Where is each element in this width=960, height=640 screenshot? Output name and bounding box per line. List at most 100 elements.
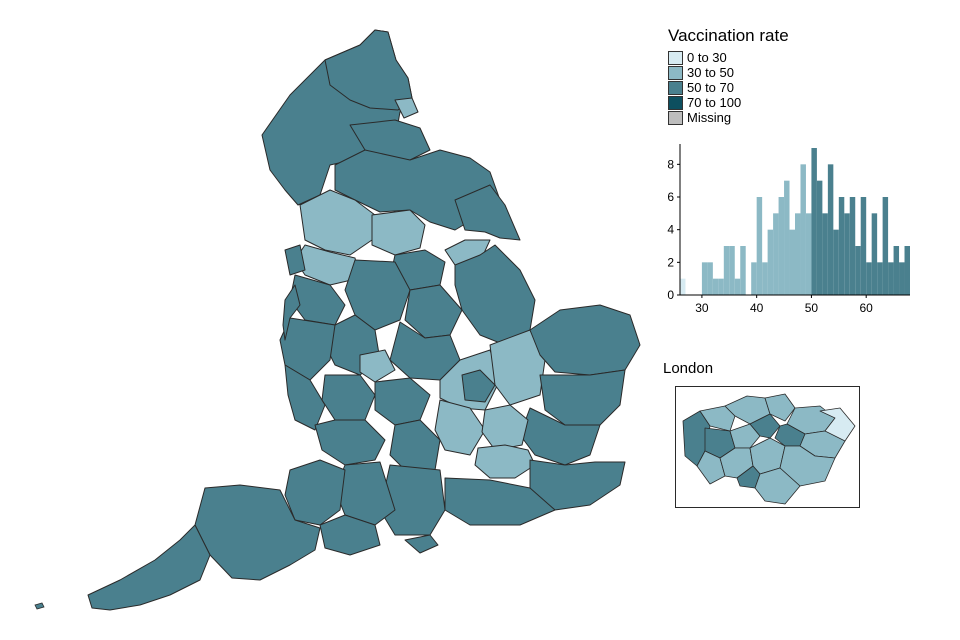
legend-swatch xyxy=(668,95,683,110)
region-buckinghamshire xyxy=(434,399,486,456)
histogram-bar xyxy=(734,278,741,295)
region-lincolnshire xyxy=(454,244,536,346)
london-inset-map xyxy=(675,386,860,508)
region-bedfordshire xyxy=(461,369,496,403)
histogram-bar xyxy=(767,229,774,295)
histogram-bar xyxy=(680,278,686,295)
legend-item: 70 to 100 xyxy=(668,95,789,110)
x-tick-label: 40 xyxy=(750,301,764,315)
histogram-bar xyxy=(816,180,823,295)
histogram-bar xyxy=(888,262,894,295)
histogram-axes: 0 2 4 6 8 30 40 50 60 xyxy=(667,144,910,315)
legend-item: 50 to 70 xyxy=(668,80,789,95)
region-hertfordshire xyxy=(481,404,529,451)
legend-item: 0 to 30 xyxy=(668,50,789,65)
legend-swatch xyxy=(668,65,683,80)
region-nottinghamshire xyxy=(404,284,463,339)
region-west-yorkshire xyxy=(371,209,426,256)
x-tick-label: 30 xyxy=(695,301,709,315)
histogram-bar xyxy=(762,262,768,295)
histogram-bar xyxy=(778,197,785,295)
region-somerset xyxy=(284,459,346,526)
region-northumberland xyxy=(324,29,413,111)
region-greater-london xyxy=(474,444,536,479)
histogram-bar xyxy=(718,278,724,295)
histogram-bar xyxy=(882,197,889,295)
region-isle-of-wight xyxy=(404,534,439,554)
histogram-bar xyxy=(904,246,910,295)
histogram-bar xyxy=(838,197,845,295)
y-tick-label: 6 xyxy=(667,190,674,204)
histogram-bar xyxy=(893,246,900,295)
region-east-riding xyxy=(454,184,521,241)
histogram-bar xyxy=(844,213,850,295)
region-isles-of-scilly xyxy=(34,602,45,610)
legend-label: 50 to 70 xyxy=(687,80,734,95)
histogram-bar xyxy=(849,197,856,295)
histogram-bar xyxy=(805,213,812,295)
histogram-bar xyxy=(740,246,746,295)
y-tick-label: 8 xyxy=(667,157,674,171)
region-derbyshire xyxy=(344,259,411,331)
legend-swatch xyxy=(668,50,683,65)
borough-central-a xyxy=(729,423,761,449)
y-tick-label: 4 xyxy=(667,223,674,237)
map-regions xyxy=(87,29,641,611)
y-tick-label: 2 xyxy=(667,255,674,269)
london-boroughs xyxy=(682,393,856,505)
vaccination-rate-histogram: 0 2 4 6 8 30 40 50 60 xyxy=(667,144,910,315)
region-cornwall xyxy=(87,524,211,611)
x-tick-label: 60 xyxy=(860,301,874,315)
histogram-bar xyxy=(871,213,878,295)
histogram-bar xyxy=(827,164,834,295)
region-norfolk xyxy=(529,304,641,376)
histogram-bar xyxy=(800,164,806,295)
london-inset-title: London xyxy=(663,360,714,377)
region-surrey-sussex xyxy=(444,477,556,526)
region-west-midlands xyxy=(359,349,396,383)
histogram-bars xyxy=(680,148,910,295)
borough-north-central xyxy=(764,393,796,422)
legend-swatch xyxy=(668,110,683,125)
histogram-bar xyxy=(795,213,801,295)
histogram-bar xyxy=(707,262,713,295)
histogram-bar xyxy=(756,197,763,295)
legend-label: Missing xyxy=(687,110,732,125)
legend-item: 30 to 50 xyxy=(668,65,789,80)
legend-title: Vaccination rate xyxy=(668,26,789,45)
region-wirral-merseyside xyxy=(284,244,306,276)
legend-item: Missing xyxy=(668,110,789,125)
region-worcestershire xyxy=(321,374,376,421)
histogram-bar xyxy=(729,246,735,295)
region-herefordshire xyxy=(284,364,326,431)
histogram-bar xyxy=(822,213,828,295)
legend-label: 0 to 30 xyxy=(687,50,727,65)
legend-label: 70 to 100 xyxy=(687,95,742,110)
x-tick-label: 50 xyxy=(805,301,819,315)
region-tyneside xyxy=(394,97,419,119)
histogram-bar xyxy=(773,213,779,295)
histogram-bar xyxy=(701,262,708,295)
legend-label: 30 to 50 xyxy=(687,65,734,80)
region-dorset xyxy=(319,514,381,556)
borough-south-b xyxy=(754,467,801,505)
histogram-bar xyxy=(855,246,861,295)
histogram-bar xyxy=(860,197,867,295)
region-suffolk xyxy=(539,369,626,426)
histogram-bar xyxy=(877,262,883,295)
histogram-bar xyxy=(723,246,730,295)
borough-central-b xyxy=(749,413,781,439)
histogram-bar xyxy=(811,148,817,295)
y-tick-label: 0 xyxy=(667,288,674,302)
histogram-bar xyxy=(899,262,905,295)
region-gloucestershire xyxy=(314,419,386,466)
region-warwickshire xyxy=(374,377,431,426)
histogram-bar xyxy=(866,262,872,295)
histogram-bar xyxy=(789,229,795,295)
region-west-border xyxy=(282,284,301,341)
england-choropleth-map xyxy=(34,29,641,611)
histogram-bar xyxy=(712,278,719,295)
legend: Vaccination rate 0 to 30 30 to 50 50 to … xyxy=(668,26,789,125)
borough-north-west xyxy=(699,405,736,432)
legend-swatch xyxy=(668,80,683,95)
